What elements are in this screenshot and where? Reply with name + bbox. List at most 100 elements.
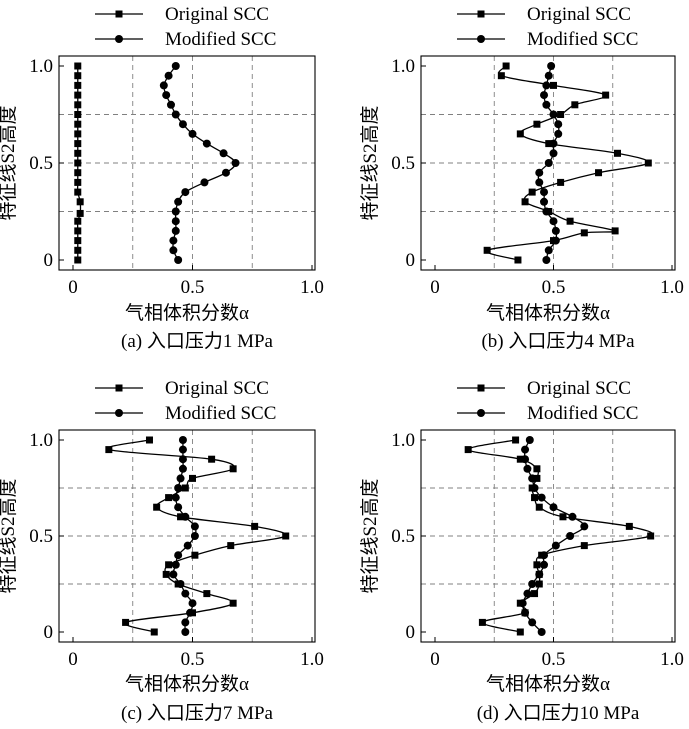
data-point bbox=[227, 542, 235, 550]
data-point bbox=[181, 628, 190, 636]
data-point bbox=[189, 474, 196, 482]
data-point bbox=[551, 226, 560, 235]
data-point bbox=[145, 436, 153, 444]
data-point bbox=[551, 236, 560, 245]
legend-marker bbox=[477, 35, 485, 43]
data-point bbox=[542, 100, 551, 109]
data-point bbox=[528, 474, 537, 483]
x-tick-label: 1.0 bbox=[660, 649, 684, 670]
data-point bbox=[528, 188, 536, 196]
legend-label: Original SCC bbox=[165, 4, 269, 25]
data-point bbox=[554, 120, 563, 129]
data-point bbox=[169, 246, 178, 255]
panel-b: 0 0.5 1.0 0 0.5 1.0 气相体积分数α 特征线S2高度 (b) 入口压力4 MP… bbox=[359, 4, 684, 352]
data-point bbox=[74, 159, 82, 167]
x-tick-label: 1.0 bbox=[300, 649, 324, 670]
data-point bbox=[181, 589, 190, 598]
legend: Original SCC Modified SCC bbox=[457, 378, 638, 424]
data-point bbox=[282, 532, 290, 540]
data-point bbox=[625, 522, 633, 530]
y-axis-label: 特征线S2高度 bbox=[359, 478, 381, 593]
y-axis-label: 特征线S2高度 bbox=[0, 105, 19, 220]
data-point bbox=[528, 618, 537, 627]
data-point bbox=[190, 522, 199, 531]
data-point bbox=[516, 130, 524, 138]
data-point bbox=[166, 100, 175, 109]
x-axis-label: 气相体积分数α bbox=[125, 673, 249, 695]
data-point bbox=[516, 455, 524, 463]
subplot-caption: (d) 入口压力10 MPa bbox=[477, 702, 640, 724]
data-point bbox=[178, 436, 187, 444]
data-point bbox=[174, 256, 183, 264]
data-point bbox=[74, 237, 82, 245]
y-tick-label: 0 bbox=[44, 622, 54, 643]
data-point bbox=[122, 618, 130, 626]
legend: Original SCC Modified SCC bbox=[95, 4, 276, 50]
data-point bbox=[557, 178, 565, 186]
y-tick-label: 0 bbox=[44, 250, 54, 271]
data-point bbox=[74, 217, 82, 225]
data-point bbox=[74, 111, 82, 118]
legend: Original SCC Modified SCC bbox=[457, 4, 638, 50]
data-point bbox=[171, 560, 180, 569]
data-point bbox=[613, 149, 621, 157]
data-point bbox=[478, 618, 486, 626]
data-point bbox=[164, 71, 173, 80]
data-point bbox=[178, 455, 187, 464]
data-point bbox=[535, 168, 544, 177]
data-point bbox=[557, 111, 565, 118]
data-point bbox=[74, 81, 82, 89]
y-tick-label: 0.5 bbox=[29, 153, 53, 174]
series-modified-scc bbox=[518, 436, 589, 636]
x-tick-label: 0 bbox=[68, 277, 78, 298]
y-tick-label: 0.5 bbox=[391, 526, 415, 547]
data-point bbox=[521, 608, 530, 617]
data-point bbox=[169, 236, 178, 245]
legend-marker bbox=[477, 409, 485, 417]
x-axis-label: 气相体积分数α bbox=[125, 302, 249, 324]
data-point bbox=[159, 81, 168, 90]
data-point bbox=[203, 590, 211, 598]
data-point bbox=[183, 541, 192, 550]
panel-d: 0 0.5 1.0 0 0.5 1.0 气相体积分数α 特征线S2高度 (d) 入口压力10 M… bbox=[359, 378, 684, 724]
legend-marker bbox=[477, 10, 485, 18]
data-point bbox=[171, 62, 180, 70]
series-modified-scc bbox=[169, 436, 199, 636]
data-point bbox=[229, 599, 237, 607]
data-point bbox=[178, 445, 187, 454]
y-tick-label: 1.0 bbox=[391, 430, 415, 451]
data-point bbox=[571, 101, 579, 109]
data-point bbox=[521, 445, 530, 454]
data-point bbox=[544, 159, 553, 167]
legend-marker bbox=[115, 384, 123, 392]
data-point bbox=[516, 628, 524, 636]
legend-label: Modified SCC bbox=[527, 403, 638, 424]
subplot-caption: (a) 入口压力1 MPa bbox=[121, 330, 274, 352]
data-point bbox=[535, 580, 543, 588]
legend-marker bbox=[115, 409, 123, 417]
data-point bbox=[537, 628, 546, 636]
data-point bbox=[535, 503, 543, 511]
data-point bbox=[547, 62, 556, 70]
subplot-caption: (b) 入口压力4 MPa bbox=[481, 330, 635, 352]
data-point bbox=[174, 484, 183, 492]
data-point bbox=[165, 494, 173, 502]
data-point bbox=[153, 503, 161, 511]
y-tick-label: 0 bbox=[406, 250, 416, 271]
data-point bbox=[191, 551, 199, 559]
data-point bbox=[540, 91, 549, 100]
data-point bbox=[545, 140, 553, 148]
data-point bbox=[171, 207, 180, 216]
data-point bbox=[518, 599, 527, 608]
x-tick-label: 0 bbox=[430, 277, 440, 298]
data-point bbox=[542, 256, 551, 264]
x-tick-label: 0.5 bbox=[181, 649, 205, 670]
panel-a: 0 0.5 1.0 0 0.5 1.0 气相体积分数α 特征线S2高度 (a) 入口压力1 MP… bbox=[0, 4, 324, 352]
y-tick-label: 0.5 bbox=[29, 526, 53, 547]
series-original-scc bbox=[74, 62, 84, 264]
data-point bbox=[251, 522, 259, 530]
data-point bbox=[74, 169, 82, 177]
data-point bbox=[568, 512, 577, 521]
series-modified-scc bbox=[535, 62, 563, 264]
